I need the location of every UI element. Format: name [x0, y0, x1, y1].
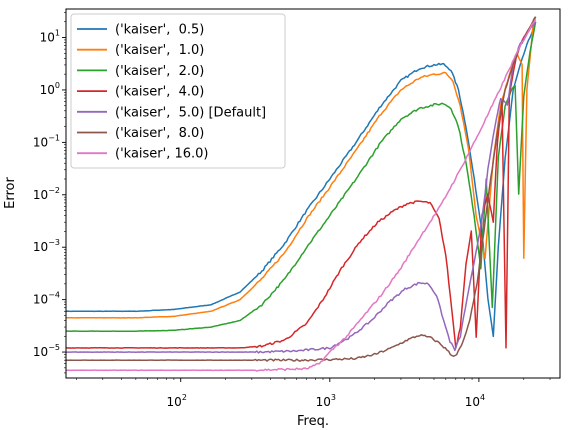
plot-frame: [65, 8, 561, 379]
series-line-0: [66, 21, 537, 338]
x-axis-label: Freq.: [297, 414, 329, 429]
y-tick-label: 10−1: [33, 133, 60, 149]
x-tick-label: 104: [465, 393, 485, 409]
y-tick-label: 10−2: [33, 186, 60, 202]
series-line-4: [66, 21, 537, 354]
y-axis-ticks: 10−5 10−4 10−3 10−2 10−1 100 101: [33, 12, 66, 374]
legend-label-4: ('kaiser', 5.0) [Default]: [115, 105, 266, 120]
legend-box: [70, 13, 286, 169]
legend-label-6: ('kaiser', 16.0): [115, 147, 209, 162]
y-tick-label: 10−4: [33, 291, 60, 307]
legend-label-5: ('kaiser', 8.0): [115, 126, 204, 141]
x-tick-label: 103: [316, 393, 336, 409]
x-axis-ticks: 102 103 104: [76, 378, 551, 409]
x-tick-label: 102: [167, 393, 187, 409]
series-layer: [66, 16, 537, 372]
legend-label-0: ('kaiser', 0.5): [115, 23, 204, 38]
series-line-1: [66, 16, 537, 319]
y-tick-label: 10−3: [33, 238, 60, 254]
series-line-3: [66, 21, 534, 349]
legend-label-1: ('kaiser', 1.0): [115, 43, 204, 58]
legend-label-3: ('kaiser', 4.0): [115, 85, 204, 100]
y-tick-label: 100: [40, 81, 60, 97]
legend: ('kaiser', 0.5) ('kaiser', 1.0) ('kaiser',…: [70, 13, 286, 169]
series-line-2: [66, 21, 537, 333]
series-line-6: [66, 19, 537, 372]
series-line-5: [66, 16, 537, 362]
legend-label-2: ('kaiser', 2.0): [115, 64, 204, 79]
y-tick-label: 10−5: [33, 343, 60, 359]
y-axis-label: Error: [3, 177, 18, 209]
y-tick-label: 101: [40, 29, 60, 45]
